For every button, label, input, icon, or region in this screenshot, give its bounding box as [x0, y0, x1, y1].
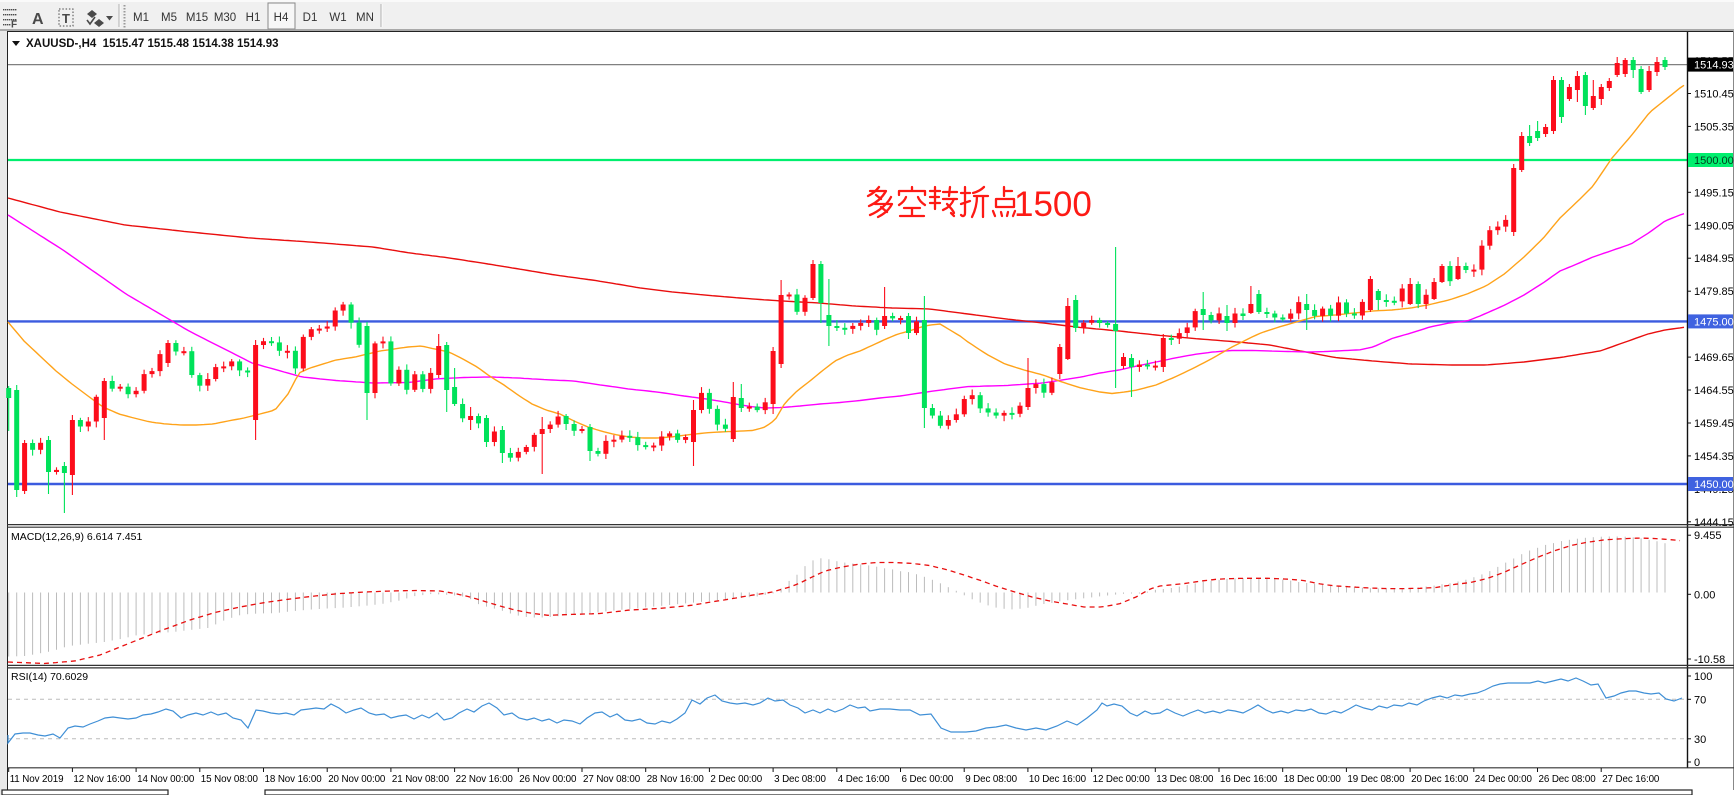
svg-text:W1: W1	[329, 12, 346, 24]
svg-text:1500.00: 1500.00	[1694, 155, 1734, 167]
svg-text:M15: M15	[186, 12, 208, 24]
svg-text:1450.00: 1450.00	[1694, 479, 1734, 491]
svg-text:M1: M1	[133, 12, 149, 24]
svg-text:26 Dec 08:00: 26 Dec 08:00	[1539, 774, 1597, 785]
svg-text:M5: M5	[161, 12, 177, 24]
svg-text:3 Dec 08:00: 3 Dec 08:00	[774, 774, 826, 785]
svg-text:20 Nov 00:00: 20 Nov 00:00	[328, 774, 386, 785]
svg-text:1454.35: 1454.35	[1694, 451, 1734, 463]
svg-text:11 Nov 2019: 11 Nov 2019	[10, 774, 64, 785]
svg-text:H1: H1	[246, 12, 261, 24]
svg-text:1505.35: 1505.35	[1694, 121, 1734, 133]
svg-text:1444.15: 1444.15	[1694, 517, 1734, 529]
svg-text:26 Nov 00:00: 26 Nov 00:00	[519, 774, 577, 785]
svg-text:16 Dec 16:00: 16 Dec 16:00	[1220, 774, 1278, 785]
svg-text:70: 70	[1694, 694, 1706, 706]
svg-text:M30: M30	[214, 12, 236, 24]
svg-text:XAUUSD-,H4 1515.47 1515.48 15: XAUUSD-,H4 1515.47 1515.48 1514.38 1514.…	[26, 38, 279, 50]
svg-text:4 Dec 16:00: 4 Dec 16:00	[838, 774, 890, 785]
svg-text:1514.93: 1514.93	[1694, 60, 1734, 72]
svg-text:H4: H4	[274, 12, 289, 24]
svg-text:1510.45: 1510.45	[1694, 89, 1734, 101]
svg-text:18 Dec 00:00: 18 Dec 00:00	[1284, 774, 1342, 785]
svg-text:30: 30	[1694, 734, 1706, 746]
svg-text:1495.15: 1495.15	[1694, 187, 1734, 199]
svg-text:0: 0	[1694, 757, 1700, 769]
svg-text:9.455: 9.455	[1694, 530, 1722, 542]
svg-text:1469.65: 1469.65	[1694, 352, 1734, 364]
svg-text:1475.00: 1475.00	[1694, 316, 1734, 328]
svg-text:12 Nov 16:00: 12 Nov 16:00	[73, 774, 131, 785]
svg-text:22 Nov 16:00: 22 Nov 16:00	[456, 774, 514, 785]
svg-text:1490.05: 1490.05	[1694, 220, 1734, 232]
svg-text:MACD(12,26,9) 6.614 7.451: MACD(12,26,9) 6.614 7.451	[11, 531, 142, 543]
svg-text:20 Dec 16:00: 20 Dec 16:00	[1411, 774, 1469, 785]
svg-text:27 Dec 16:00: 27 Dec 16:00	[1602, 774, 1660, 785]
svg-text:MN: MN	[356, 12, 374, 24]
svg-text:27 Nov 08:00: 27 Nov 08:00	[583, 774, 641, 785]
svg-text:100: 100	[1694, 671, 1712, 683]
svg-text:24 Dec 00:00: 24 Dec 00:00	[1475, 774, 1533, 785]
svg-text:13 Dec 08:00: 13 Dec 08:00	[1156, 774, 1214, 785]
svg-text:A: A	[32, 11, 44, 28]
svg-text:-10.58: -10.58	[1694, 654, 1725, 666]
svg-text:0.00: 0.00	[1694, 589, 1715, 601]
svg-text:14 Nov 00:00: 14 Nov 00:00	[137, 774, 195, 785]
svg-text:1464.55: 1464.55	[1694, 385, 1734, 397]
svg-text:21 Nov 08:00: 21 Nov 08:00	[392, 774, 450, 785]
svg-text:1500: 1500	[1014, 185, 1092, 224]
svg-text:D1: D1	[303, 12, 318, 24]
svg-text:T: T	[62, 11, 70, 26]
svg-text:9 Dec 08:00: 9 Dec 08:00	[965, 774, 1017, 785]
svg-text:F: F	[11, 20, 17, 31]
svg-text:28 Nov 16:00: 28 Nov 16:00	[647, 774, 705, 785]
svg-text:1479.85: 1479.85	[1694, 286, 1734, 298]
svg-text:6 Dec 00:00: 6 Dec 00:00	[902, 774, 954, 785]
svg-text:12 Dec 00:00: 12 Dec 00:00	[1093, 774, 1151, 785]
svg-text:2 Dec 00:00: 2 Dec 00:00	[710, 774, 762, 785]
svg-text:RSI(14) 70.6029: RSI(14) 70.6029	[11, 671, 88, 683]
svg-text:1459.45: 1459.45	[1694, 418, 1734, 430]
svg-text:10 Dec 16:00: 10 Dec 16:00	[1029, 774, 1087, 785]
svg-text:1484.95: 1484.95	[1694, 253, 1734, 265]
svg-text:18 Nov 16:00: 18 Nov 16:00	[265, 774, 323, 785]
svg-text:15 Nov 08:00: 15 Nov 08:00	[201, 774, 259, 785]
svg-text:19 Dec 08:00: 19 Dec 08:00	[1347, 774, 1405, 785]
